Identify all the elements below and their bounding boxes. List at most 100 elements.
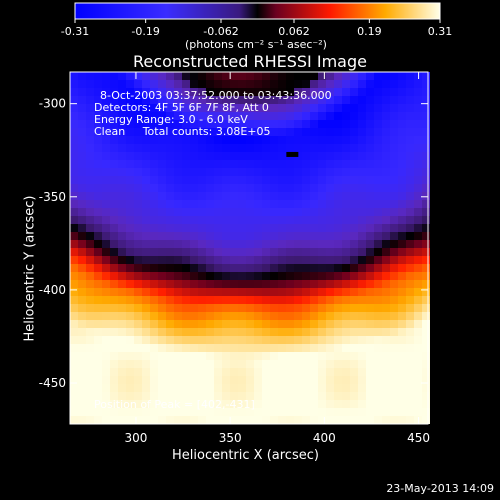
heatmap-cell xyxy=(422,376,430,384)
heatmap-cell xyxy=(310,368,318,376)
heatmap-cell xyxy=(118,264,126,272)
heatmap-cell xyxy=(166,264,174,272)
heatmap-cell xyxy=(366,112,374,120)
heatmap-cell xyxy=(302,376,310,384)
heatmap-cell xyxy=(374,376,382,384)
heatmap-cell xyxy=(318,288,326,296)
heatmap-cell xyxy=(134,328,142,336)
heatmap-cell xyxy=(94,192,102,200)
heatmap-cell xyxy=(334,72,342,80)
heatmap-cell xyxy=(310,176,318,184)
heatmap-cell xyxy=(214,192,222,200)
heatmap-cell xyxy=(198,344,206,352)
heatmap-cell xyxy=(406,288,414,296)
heatmap-cell xyxy=(118,160,126,168)
heatmap-cell xyxy=(406,368,414,376)
heatmap-cell xyxy=(270,416,278,424)
heatmap-cell xyxy=(382,104,390,112)
heatmap-cell xyxy=(94,224,102,232)
heatmap-cell xyxy=(246,336,254,344)
heatmap-cell xyxy=(78,368,86,376)
heatmap-cell xyxy=(190,80,198,88)
heatmap-cell xyxy=(358,112,366,120)
heatmap-cell xyxy=(326,376,334,384)
heatmap-cell xyxy=(350,192,358,200)
heatmap-cell xyxy=(294,248,302,256)
heatmap-cell xyxy=(262,320,270,328)
heatmap-cell xyxy=(94,248,102,256)
heatmap-cell xyxy=(222,272,230,280)
heatmap-cell xyxy=(150,360,158,368)
heatmap-cell xyxy=(94,240,102,248)
heatmap-cell xyxy=(254,280,262,288)
heatmap-cell xyxy=(94,112,102,120)
heatmap-cell xyxy=(214,184,222,192)
heatmap-cell xyxy=(406,248,414,256)
heatmap-cell xyxy=(334,264,342,272)
heatmap-cell xyxy=(230,248,238,256)
heatmap-cell xyxy=(158,128,166,136)
heatmap-cell xyxy=(182,208,190,216)
heatmap-cell xyxy=(278,352,286,360)
heatmap-cell xyxy=(174,248,182,256)
heatmap-cell xyxy=(102,320,110,328)
heatmap-cell xyxy=(358,264,366,272)
heatmap-cell xyxy=(310,320,318,328)
heatmap-cell xyxy=(398,384,406,392)
heatmap-cell xyxy=(238,408,246,416)
heatmap-cell xyxy=(390,72,398,80)
heatmap-cell xyxy=(358,304,366,312)
heatmap-cell xyxy=(166,200,174,208)
heatmap-cell xyxy=(286,160,294,168)
heatmap-cell xyxy=(366,72,374,80)
heatmap-cell xyxy=(326,400,334,408)
heatmap-cell xyxy=(78,328,86,336)
heatmap-cell xyxy=(86,192,94,200)
heatmap-cell xyxy=(326,408,334,416)
heatmap-cell xyxy=(342,360,350,368)
heatmap-cell xyxy=(374,344,382,352)
heatmap-cell xyxy=(190,392,198,400)
heatmap-cell xyxy=(166,392,174,400)
heatmap-cell xyxy=(318,256,326,264)
heatmap-cell xyxy=(406,80,414,88)
heatmap-cell xyxy=(78,72,86,80)
heatmap-cell xyxy=(142,192,150,200)
heatmap-cell xyxy=(222,208,230,216)
heatmap-cell xyxy=(318,296,326,304)
heatmap-cell xyxy=(350,120,358,128)
heatmap-cell xyxy=(70,384,78,392)
heatmap-cell xyxy=(270,360,278,368)
heatmap-cell xyxy=(318,240,326,248)
heatmap-cell xyxy=(310,96,318,104)
heatmap-cell xyxy=(358,288,366,296)
heatmap-cell xyxy=(134,304,142,312)
heatmap-cell xyxy=(294,264,302,272)
heatmap-cell xyxy=(102,168,110,176)
heatmap-cell xyxy=(118,184,126,192)
heatmap-cell xyxy=(342,288,350,296)
heatmap-cell xyxy=(318,120,326,128)
heatmap-cell xyxy=(70,160,78,168)
heatmap-cell xyxy=(70,96,78,104)
heatmap-cell xyxy=(414,336,422,344)
heatmap-cell xyxy=(190,256,198,264)
heatmap-cell xyxy=(110,184,118,192)
heatmap-cell xyxy=(246,416,254,424)
heatmap-cell xyxy=(94,408,102,416)
heatmap-cell xyxy=(134,384,142,392)
heatmap-cell xyxy=(358,200,366,208)
heatmap-cell xyxy=(230,376,238,384)
heatmap-cell xyxy=(206,392,214,400)
heatmap-cell xyxy=(230,232,238,240)
heatmap-cell xyxy=(294,360,302,368)
heatmap-cell xyxy=(126,168,134,176)
heatmap-cell xyxy=(190,128,198,136)
heatmap-cell xyxy=(78,200,86,208)
heatmap-cell xyxy=(150,176,158,184)
heatmap-cell xyxy=(150,392,158,400)
colorbar-tick-label: -0.062 xyxy=(203,25,238,38)
heatmap-cell xyxy=(398,320,406,328)
heatmap-cell xyxy=(214,256,222,264)
heatmap-cell xyxy=(246,176,254,184)
